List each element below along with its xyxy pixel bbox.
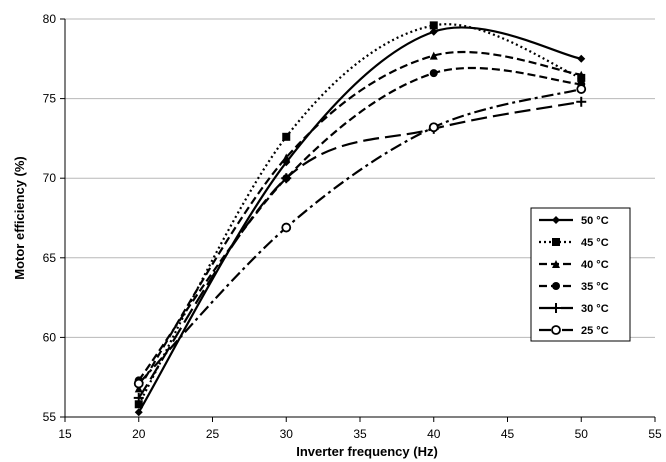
series-markers <box>133 21 587 417</box>
data-point-1 <box>134 400 143 409</box>
x-tick-label: 25 <box>206 427 220 441</box>
legend-label-2: 40 °C <box>581 259 609 271</box>
y-tick-label: 65 <box>43 251 57 265</box>
y-tick-label: 75 <box>43 92 57 106</box>
legend-marker-5 <box>551 325 561 335</box>
legend: 50 °C 45 °C 40 °C 35 °C 30 °C 25 °C <box>530 207 631 342</box>
data-point-1 <box>429 21 438 30</box>
y-tick-label: 70 <box>43 171 57 185</box>
data-point-2 <box>577 70 586 79</box>
legend-marker-3 <box>552 282 560 290</box>
series-line-4 <box>137 100 582 399</box>
legend-label-1: 45 °C <box>581 237 609 249</box>
legend-label-5: 25 °C <box>581 325 609 337</box>
legend-box <box>530 207 631 342</box>
legend-marker-0 <box>552 216 560 224</box>
data-point-5 <box>576 84 587 94</box>
data-point-5 <box>281 222 292 233</box>
data-point-4 <box>133 392 144 403</box>
legend-label-4: 30 °C <box>581 303 609 315</box>
data-point-1 <box>282 132 291 141</box>
x-tick-label: 40 <box>427 427 441 441</box>
x-tick-label: 55 <box>648 427 662 441</box>
x-tick-label: 20 <box>132 427 146 441</box>
x-tick-label: 15 <box>58 427 72 441</box>
data-point-2 <box>282 153 291 162</box>
data-point-0 <box>429 27 438 36</box>
x-tick-label: 30 <box>280 427 294 441</box>
series-line-2 <box>137 50 582 389</box>
series-line-5 <box>137 87 582 385</box>
y-tick-label: 55 <box>43 410 57 424</box>
legend-marker-4 <box>551 303 561 313</box>
series-line-0 <box>137 26 582 413</box>
x-tick-label: 50 <box>575 427 589 441</box>
series-line-3 <box>137 66 582 382</box>
tick-labels: 15 20 25 30 35 40 45 50 55 55 60 65 70 75 80 <box>43 12 662 441</box>
x-tick-label: 35 <box>353 427 367 441</box>
legend-marker-2 <box>552 260 560 268</box>
axes <box>60 18 656 422</box>
data-point-5 <box>133 378 144 389</box>
data-point-4 <box>281 173 292 184</box>
x-axis-title: Inverter frequency (Hz) <box>296 444 438 459</box>
legend-label-3: 35 °C <box>581 281 609 293</box>
y-axis-title: Motor efficiency (%) <box>12 156 27 280</box>
series-lines <box>137 23 582 413</box>
data-point-0 <box>134 408 143 417</box>
data-point-4 <box>576 96 587 107</box>
data-point-5 <box>428 122 439 133</box>
y-tick-label: 60 <box>43 330 57 344</box>
data-point-3 <box>429 69 438 78</box>
y-tick-label: 80 <box>43 12 57 26</box>
x-tick-label: 45 <box>501 427 515 441</box>
series-line-1 <box>137 23 582 405</box>
legend-label-0: 50 °C <box>581 215 609 227</box>
data-point-2 <box>429 51 438 60</box>
data-point-0 <box>577 54 586 63</box>
legend-marker-1 <box>552 238 560 246</box>
